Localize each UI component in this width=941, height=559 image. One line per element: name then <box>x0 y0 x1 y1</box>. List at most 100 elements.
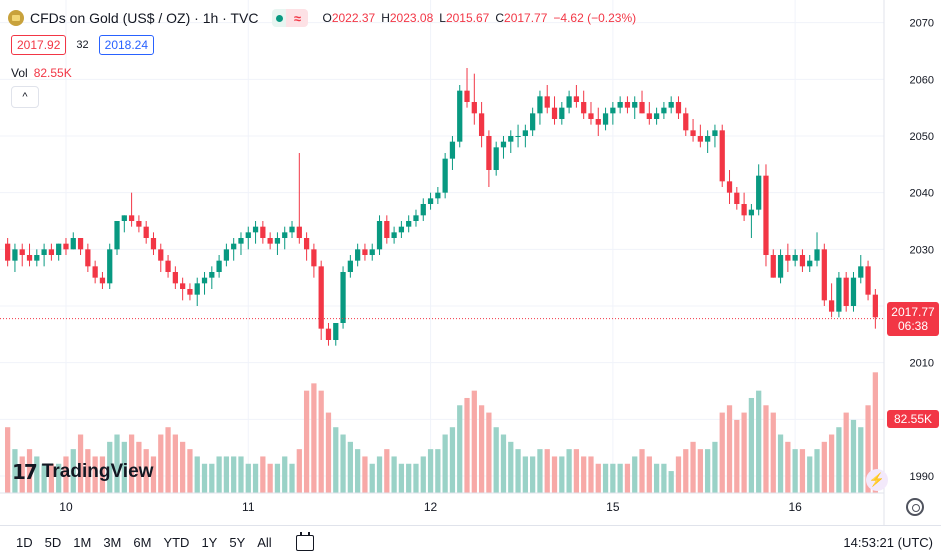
candle-body <box>661 107 667 114</box>
candle-body <box>559 107 565 119</box>
candle-body <box>223 249 230 261</box>
candle-body <box>201 277 208 284</box>
candle-body <box>150 238 157 250</box>
candle-body <box>406 221 412 227</box>
candle-body <box>63 243 69 250</box>
market-status[interactable]: ≈ <box>272 9 309 27</box>
y-tick-label: 2050 <box>910 131 934 143</box>
volume-bar <box>624 463 631 493</box>
timeframe-ytd[interactable]: YTD <box>163 535 190 550</box>
volume-bar <box>427 449 434 493</box>
volume-bar <box>318 390 324 493</box>
timeframe-5y[interactable]: 5Y <box>229 535 246 550</box>
symbol-title[interactable]: CFDs on Gold (US$ / OZ) · 1h · TVC <box>30 10 259 26</box>
candle-body <box>274 238 281 244</box>
volume-bar <box>289 463 295 493</box>
candle-body <box>734 192 740 204</box>
candle-body <box>442 158 448 193</box>
timeframe-1m[interactable]: 1M <box>73 535 92 550</box>
y-tick-label: 2040 <box>910 188 934 200</box>
volume-bar <box>114 434 120 493</box>
volume-bar <box>741 412 747 493</box>
volume-bar <box>595 463 601 493</box>
candle-body <box>807 260 813 267</box>
volume-bar <box>347 441 353 493</box>
y-tick-label: 1990 <box>910 471 934 483</box>
candle-body <box>376 221 383 250</box>
utc-clock[interactable]: 14:53:21 (UTC) <box>843 535 933 550</box>
y-tick-label: 2070 <box>910 18 934 30</box>
volume-bar <box>260 456 266 493</box>
volume-bar <box>376 456 383 493</box>
volume-bar <box>814 449 820 493</box>
price-chart[interactable]: 2070206020502040203020202010200019901011… <box>0 0 941 525</box>
candle-body <box>581 102 587 114</box>
candle-body <box>785 255 791 261</box>
buy-price-button[interactable]: 2018.24 <box>98 35 155 55</box>
candle-body <box>799 255 806 267</box>
volume-bar <box>588 456 594 493</box>
volume-bar <box>508 441 514 493</box>
candle-body <box>56 243 62 255</box>
candle-body <box>77 238 84 250</box>
collapse-legend-button[interactable]: ^ <box>11 86 39 108</box>
volume-bar <box>194 456 200 493</box>
volume-bar <box>712 441 718 493</box>
candle-body <box>741 204 747 216</box>
chevron-up-icon: ^ <box>22 91 28 103</box>
timeframe-1d[interactable]: 1D <box>16 535 33 550</box>
candle-body <box>311 249 317 267</box>
timeframe-6m[interactable]: 6M <box>133 535 152 550</box>
chart-header: CFDs on Gold (US$ / OZ) · 1h · TVC ≈ O20… <box>8 8 636 28</box>
candle-body <box>427 198 434 204</box>
timeframe-5d[interactable]: 5D <box>44 535 62 550</box>
volume-bar <box>406 463 412 493</box>
candle-body <box>500 141 507 148</box>
candle-body <box>719 130 725 182</box>
volume-bar <box>653 463 660 493</box>
volume-bar <box>573 449 580 493</box>
volume-bar <box>128 434 135 493</box>
volume-bar <box>530 456 536 493</box>
volume-bar <box>639 449 645 493</box>
volume-bar <box>581 456 587 493</box>
volume-bar <box>537 449 543 493</box>
candle-body <box>814 249 820 261</box>
candle-body <box>143 226 149 238</box>
last-volume-label: 82.55K <box>887 410 939 428</box>
tradingview-logo[interactable]: 17 TradingView <box>12 460 154 484</box>
volume-bar <box>187 449 193 493</box>
candle-body <box>114 221 120 250</box>
gear-icon[interactable] <box>906 498 924 516</box>
volume-bar <box>544 449 550 493</box>
candle-body <box>573 96 580 102</box>
candle-body <box>5 243 11 261</box>
bolt-icon[interactable]: ⚡ <box>866 469 888 491</box>
candle-body <box>646 113 652 119</box>
timeframe-all[interactable]: All <box>257 535 272 550</box>
candle-body <box>34 255 40 261</box>
volume-bar <box>19 456 25 493</box>
volume-bar <box>85 449 91 493</box>
volume-bar <box>311 383 317 493</box>
volume-bar <box>821 441 827 493</box>
candle-body <box>325 328 332 340</box>
calendar-icon[interactable] <box>295 531 314 551</box>
candle-body <box>595 119 601 125</box>
volume-bar <box>836 427 842 493</box>
candle-body <box>384 221 390 238</box>
volume-bar <box>632 456 638 493</box>
gold-symbol-icon[interactable] <box>8 10 24 26</box>
candle-body <box>530 113 536 131</box>
timeframe-3m[interactable]: 3M <box>103 535 122 550</box>
volume-bar <box>559 456 565 493</box>
volume-bar <box>398 463 405 493</box>
sell-price-button[interactable]: 2017.92 <box>11 35 67 55</box>
volume-bar <box>807 456 813 493</box>
x-tick-label: 10 <box>59 500 73 514</box>
timeframe-1y[interactable]: 1Y <box>201 535 218 550</box>
tv-logo-icon: 17 <box>12 460 38 484</box>
candle-body <box>690 130 696 136</box>
volume-bar <box>303 390 310 493</box>
candle-body <box>493 147 499 170</box>
